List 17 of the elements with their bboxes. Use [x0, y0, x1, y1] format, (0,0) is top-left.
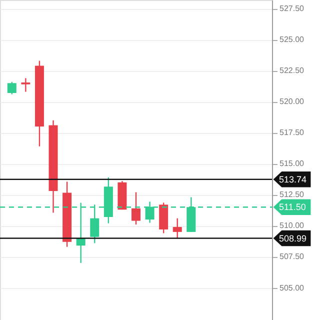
y-tick-label: 517.50: [280, 128, 305, 138]
y-tick-label: 505.00: [280, 283, 305, 292]
ref-line-label: 511.50: [279, 202, 306, 212]
y-tick-label: 510.00: [280, 221, 305, 230]
y-tick-label: 522.50: [280, 66, 305, 76]
y-tick-label: 512.50: [280, 190, 305, 200]
y-tick-label: 527.50: [280, 4, 305, 14]
candlestick: [172, 218, 182, 239]
candlestick: [132, 192, 140, 226]
ref-line-label: 513.74: [279, 174, 307, 184]
candlestick: [7, 81, 16, 95]
ref-line-label: 508.99: [279, 233, 307, 244]
y-tick-label: 525.00: [280, 35, 305, 44]
y-tick-label: 507.50: [280, 252, 305, 262]
candlestick: [21, 78, 30, 92]
y-tick-label: 515.00: [280, 159, 305, 168]
y-tick-label: 520.00: [280, 97, 305, 106]
